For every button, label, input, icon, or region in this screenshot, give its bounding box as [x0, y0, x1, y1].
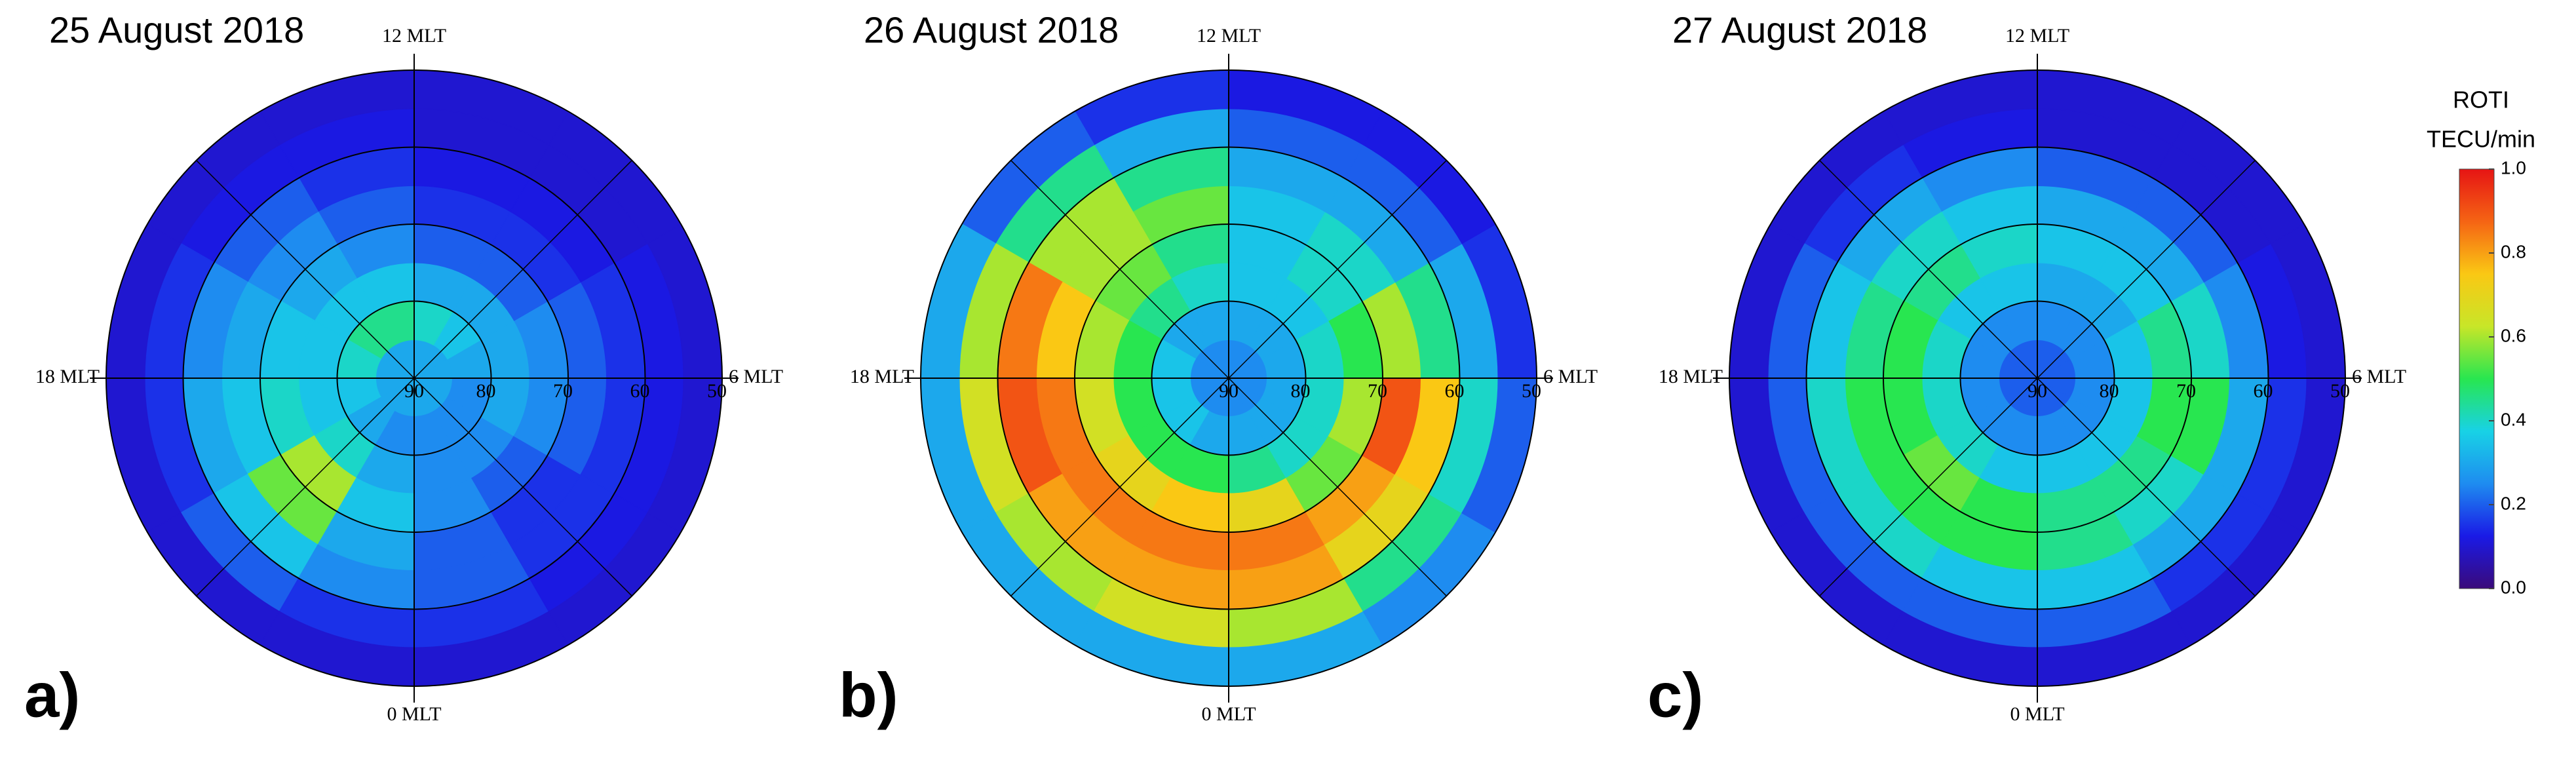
colorbar-title: ROTI: [2453, 87, 2509, 113]
latitude-label: 50: [1522, 380, 1541, 402]
colorbar-tick-label: 0.6: [2501, 325, 2526, 345]
latitude-label: 80: [476, 380, 496, 402]
mlt-label: 12 MLT: [382, 25, 446, 47]
colorbar-tick-label: 0.2: [2501, 493, 2526, 513]
colorbar-tick-label: 1.0: [2501, 157, 2526, 178]
latitude-label: 70: [1368, 380, 1387, 402]
latitude-label: 80: [2100, 380, 2119, 402]
panel-title: 26 August 2018: [864, 9, 1119, 50]
mlt-label: 18 MLT: [35, 366, 100, 387]
latitude-label: 60: [2254, 380, 2273, 402]
colorbar-tick-label: 0.0: [2501, 577, 2526, 597]
mlt-label: 12 MLT: [1197, 25, 1261, 47]
latitude-label: 70: [553, 380, 573, 402]
mlt-label: 0 MLT: [2010, 703, 2064, 725]
panel-title: 27 August 2018: [1672, 9, 1927, 50]
mlt-label: 12 MLT: [2005, 25, 2069, 47]
mlt-label: 18 MLT: [850, 366, 914, 387]
mlt-label: 6 MLT: [1543, 366, 1598, 387]
panel-title: 25 August 2018: [49, 9, 304, 50]
colorbar-unit: TECU/min: [2427, 126, 2535, 153]
latitude-label: 60: [630, 380, 650, 402]
latitude-label: 60: [1445, 380, 1465, 402]
latitude-label: 70: [2176, 380, 2196, 402]
mlt-label: 0 MLT: [387, 703, 441, 725]
colorbar-tick-label: 0.4: [2501, 409, 2526, 429]
mlt-label: 6 MLT: [729, 366, 783, 387]
mlt-label: 18 MLT: [1659, 366, 1723, 387]
latitude-label: 50: [2330, 380, 2350, 402]
colorbar-tick-label: 0.8: [2501, 241, 2526, 262]
panel-label: b): [839, 660, 898, 730]
mlt-label: 6 MLT: [2352, 366, 2406, 387]
latitude-label: 80: [1291, 380, 1311, 402]
colorbar: [2459, 168, 2495, 589]
panel-label: c): [1647, 660, 1703, 730]
panel-label: a): [24, 660, 80, 730]
latitude-label: 50: [707, 380, 727, 402]
mlt-label: 0 MLT: [1201, 703, 1256, 725]
